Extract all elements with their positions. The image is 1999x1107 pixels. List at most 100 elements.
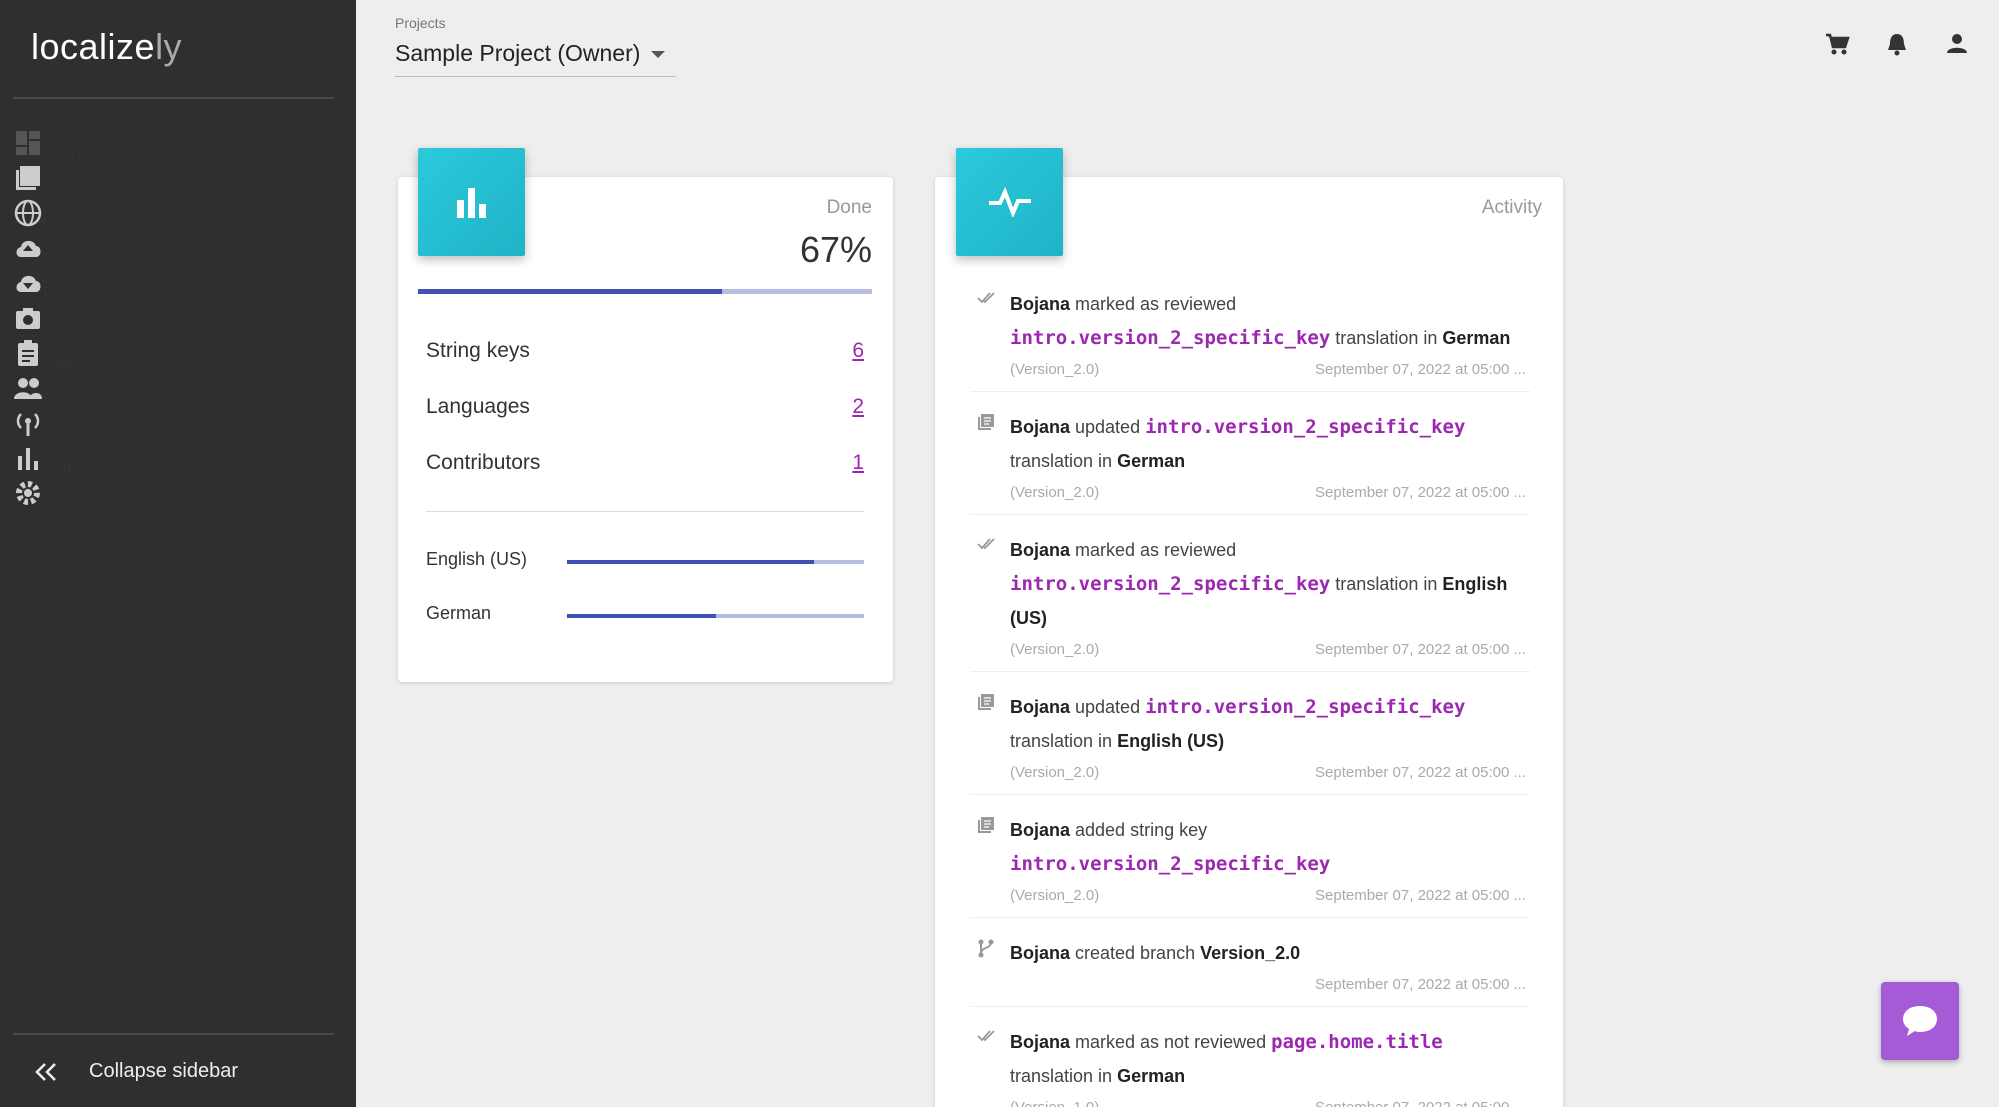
activity-branch: (Version_1.0) (1010, 1093, 1099, 1107)
nav-icon (18, 448, 38, 470)
nav-item[interactable]: Translations (13, 163, 334, 198)
activity-card: Activity Bojana marked as reviewed intro… (935, 177, 1563, 1107)
nav-icon (16, 166, 40, 190)
account-icon[interactable] (1946, 32, 1968, 56)
activity-meta: September 07, 2022 at 05:00 ... (1010, 970, 1530, 1000)
nav-label: Settings (43, 495, 101, 512)
project-select[interactable]: Sample Project (Owner) (395, 40, 676, 77)
activity-text: Bojana marked as not reviewed page.home.… (1010, 1025, 1530, 1093)
nav-label: Statistics (43, 460, 108, 477)
stat-label: Languages (426, 395, 530, 418)
nav-icon (18, 340, 38, 366)
activity-date: September 07, 2022 at 05:00 ... (1315, 887, 1526, 904)
stat-value[interactable]: 2 (852, 395, 864, 418)
language-track (567, 614, 864, 618)
activity-text: translation in (1330, 574, 1443, 594)
nav-icon (14, 378, 42, 399)
nav-label: Languages (43, 215, 123, 232)
nav-item[interactable]: Upload (13, 233, 334, 268)
activity-bold: Bojana (1010, 697, 1071, 717)
nav-item[interactable]: Download (13, 268, 334, 303)
stat-value[interactable]: 1 (852, 451, 864, 474)
activity-bold: Bojana (1010, 820, 1071, 840)
nav-item[interactable]: Languages (13, 198, 334, 233)
sidebar: localizely Dashboard Translations Language… (0, 0, 356, 1107)
activity-body: Bojana added string key intro.version_2_… (1010, 813, 1530, 911)
activity-text: translation in (1330, 328, 1443, 348)
activity-list: Bojana marked as reviewed intro.version_… (970, 287, 1530, 1107)
chat-button[interactable] (1881, 982, 1959, 1060)
stat-value[interactable]: 6 (852, 339, 864, 362)
activity-entry: Bojana created branch Version_2.0 Septemb… (970, 936, 1530, 1007)
activity-text: added string key (1070, 820, 1208, 840)
activity-text: Bojana marked as reviewed intro.version_… (1010, 287, 1530, 355)
activity-bold: English (US) (1010, 574, 1508, 628)
stat-row: Contributors 1 (426, 451, 864, 475)
activity-text: Bojana added string key intro.version_2_… (1010, 813, 1530, 881)
collapse-icon (35, 1062, 56, 1081)
activity-branch: (Version_2.0) (1010, 361, 1100, 378)
done-track (418, 289, 872, 294)
nav-label: Screenshots (43, 320, 132, 337)
language-link[interactable]: German (426, 603, 492, 623)
stat-row: String keys 6 (426, 339, 864, 363)
nav-item[interactable]: Settings (13, 478, 334, 513)
activity-code: intro.version_2_specific_key (1145, 416, 1466, 438)
activity-bold: Bojana (1010, 294, 1071, 314)
divider (13, 1033, 334, 1035)
activity-bold: German (1117, 451, 1186, 471)
activity-text: updated (1070, 417, 1146, 437)
nav-item[interactable]: Contributors (13, 373, 334, 408)
nav-item[interactable]: Screenshots (13, 303, 334, 338)
activity-type-icon (977, 538, 995, 550)
activity-type-icon (978, 414, 994, 430)
activity-bold: Bojana (1010, 417, 1071, 437)
activity-code: intro.version_2_specific_key (1145, 696, 1466, 718)
collapse-sidebar[interactable]: Collapse sidebar (33, 1060, 238, 1083)
done-percent: 67% (799, 229, 872, 270)
logo-suffix: ly (155, 26, 183, 67)
nav-item[interactable]: Tasks (13, 338, 334, 373)
logo[interactable]: localizely (31, 26, 182, 68)
activity-entry: Bojana added string key intro.version_2_… (970, 813, 1530, 918)
activity-body: Bojana marked as not reviewed page.home.… (1010, 1025, 1530, 1107)
activity-text: Bojana updated intro.version_2_specific_… (1010, 410, 1530, 478)
activity-label: Activity (1481, 197, 1542, 218)
activity-date: September 07, 2022 at 05:00 ... (1315, 361, 1526, 378)
activity-date: September 07, 2022 at 05:00 ... (1315, 484, 1526, 501)
nav-item[interactable]: Dashboard (13, 128, 334, 163)
nav-item[interactable]: Over the Air (13, 408, 334, 443)
nav-label: Dashboard (43, 145, 122, 162)
nav-label: Upload (43, 250, 94, 267)
activity-branch: (Version_2.0) (1010, 764, 1100, 781)
activity-date: September 07, 2022 at 05:00 ... (1315, 641, 1526, 658)
activity-body: Bojana marked as reviewed intro.version_… (1010, 287, 1530, 385)
activity-text: Bojana marked as reviewed intro.version_… (1010, 533, 1530, 635)
activity-bold: Bojana (1010, 1032, 1071, 1052)
divider (426, 511, 864, 512)
activity-meta: (Version_2.0) September 07, 2022 at 05:00… (1010, 635, 1530, 665)
activity-type-icon (978, 939, 994, 958)
activity-bold: Bojana (1010, 540, 1071, 560)
nav-label: Tasks (43, 355, 84, 372)
activity-meta: (Version_1.0) September 07, 2022 at 05:00… (1010, 1093, 1530, 1107)
activity-type-icon (977, 292, 995, 304)
language-link[interactable]: English (US) (426, 549, 528, 569)
activity-text: marked as reviewed (1070, 540, 1237, 560)
activity-date: September 07, 2022 at 05:00 ... (1315, 1093, 1526, 1107)
nav-icon (14, 199, 42, 227)
activity-type-icon (977, 1030, 995, 1042)
language-track (567, 560, 864, 564)
nav-icon (16, 240, 41, 257)
notifications-icon[interactable] (1886, 32, 1908, 56)
stat-label: String keys (426, 339, 530, 362)
nav-item[interactable]: Statistics (13, 443, 334, 478)
activity-body: Bojana created branch Version_2.0 Septemb… (1010, 936, 1530, 1000)
done-label: Done (826, 197, 872, 218)
cart-icon[interactable] (1824, 32, 1850, 56)
activity-text: Bojana updated intro.version_2_specific_… (1010, 690, 1530, 758)
nav-icon (16, 481, 40, 505)
activity-text: created branch (1070, 943, 1201, 963)
bar-icon (456, 188, 486, 218)
